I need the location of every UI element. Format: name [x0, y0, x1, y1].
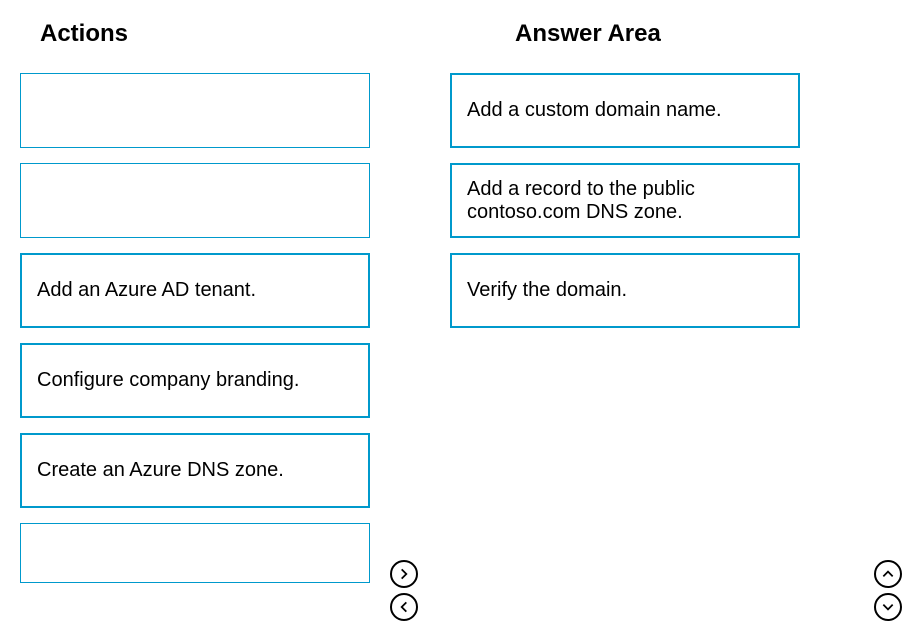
actions-column: Actions Add an Azure AD tenant. Configur…: [20, 20, 390, 644]
move-down-button[interactable]: [874, 593, 902, 621]
answer-card-label: Add a record to the public contoso.com D…: [467, 178, 783, 224]
answer-card-label: Add a custom domain name.: [467, 99, 722, 122]
move-right-button[interactable]: [390, 560, 418, 588]
answer-header: Answer Area: [450, 20, 800, 48]
answer-card-dns-record[interactable]: Add a record to the public contoso.com D…: [450, 163, 800, 238]
action-card-dnszone[interactable]: Create an Azure DNS zone.: [20, 433, 370, 508]
actions-header: Actions: [20, 20, 390, 48]
chevron-right-icon: [397, 567, 411, 581]
action-card-label: Add an Azure AD tenant.: [37, 279, 256, 302]
answer-card-custom-domain[interactable]: Add a custom domain name.: [450, 73, 800, 148]
action-card-branding[interactable]: Configure company branding.: [20, 343, 370, 418]
action-card-label: Configure company branding.: [37, 369, 299, 392]
answer-card-verify[interactable]: Verify the domain.: [450, 253, 800, 328]
drag-drop-container: Actions Add an Azure AD tenant. Configur…: [0, 20, 922, 644]
chevron-left-icon: [397, 600, 411, 614]
action-card-empty[interactable]: [20, 523, 370, 583]
move-buttons-group: [390, 560, 418, 621]
answer-column: Answer Area Add a custom domain name. Ad…: [450, 20, 800, 644]
order-buttons-group: [874, 560, 902, 621]
move-left-button[interactable]: [390, 593, 418, 621]
action-card-empty[interactable]: [20, 73, 370, 148]
chevron-up-icon: [881, 567, 895, 581]
action-card-tenant[interactable]: Add an Azure AD tenant.: [20, 253, 370, 328]
answer-card-label: Verify the domain.: [467, 279, 627, 302]
action-card-label: Create an Azure DNS zone.: [37, 459, 284, 482]
chevron-down-icon: [881, 600, 895, 614]
move-up-button[interactable]: [874, 560, 902, 588]
action-card-empty[interactable]: [20, 163, 370, 238]
